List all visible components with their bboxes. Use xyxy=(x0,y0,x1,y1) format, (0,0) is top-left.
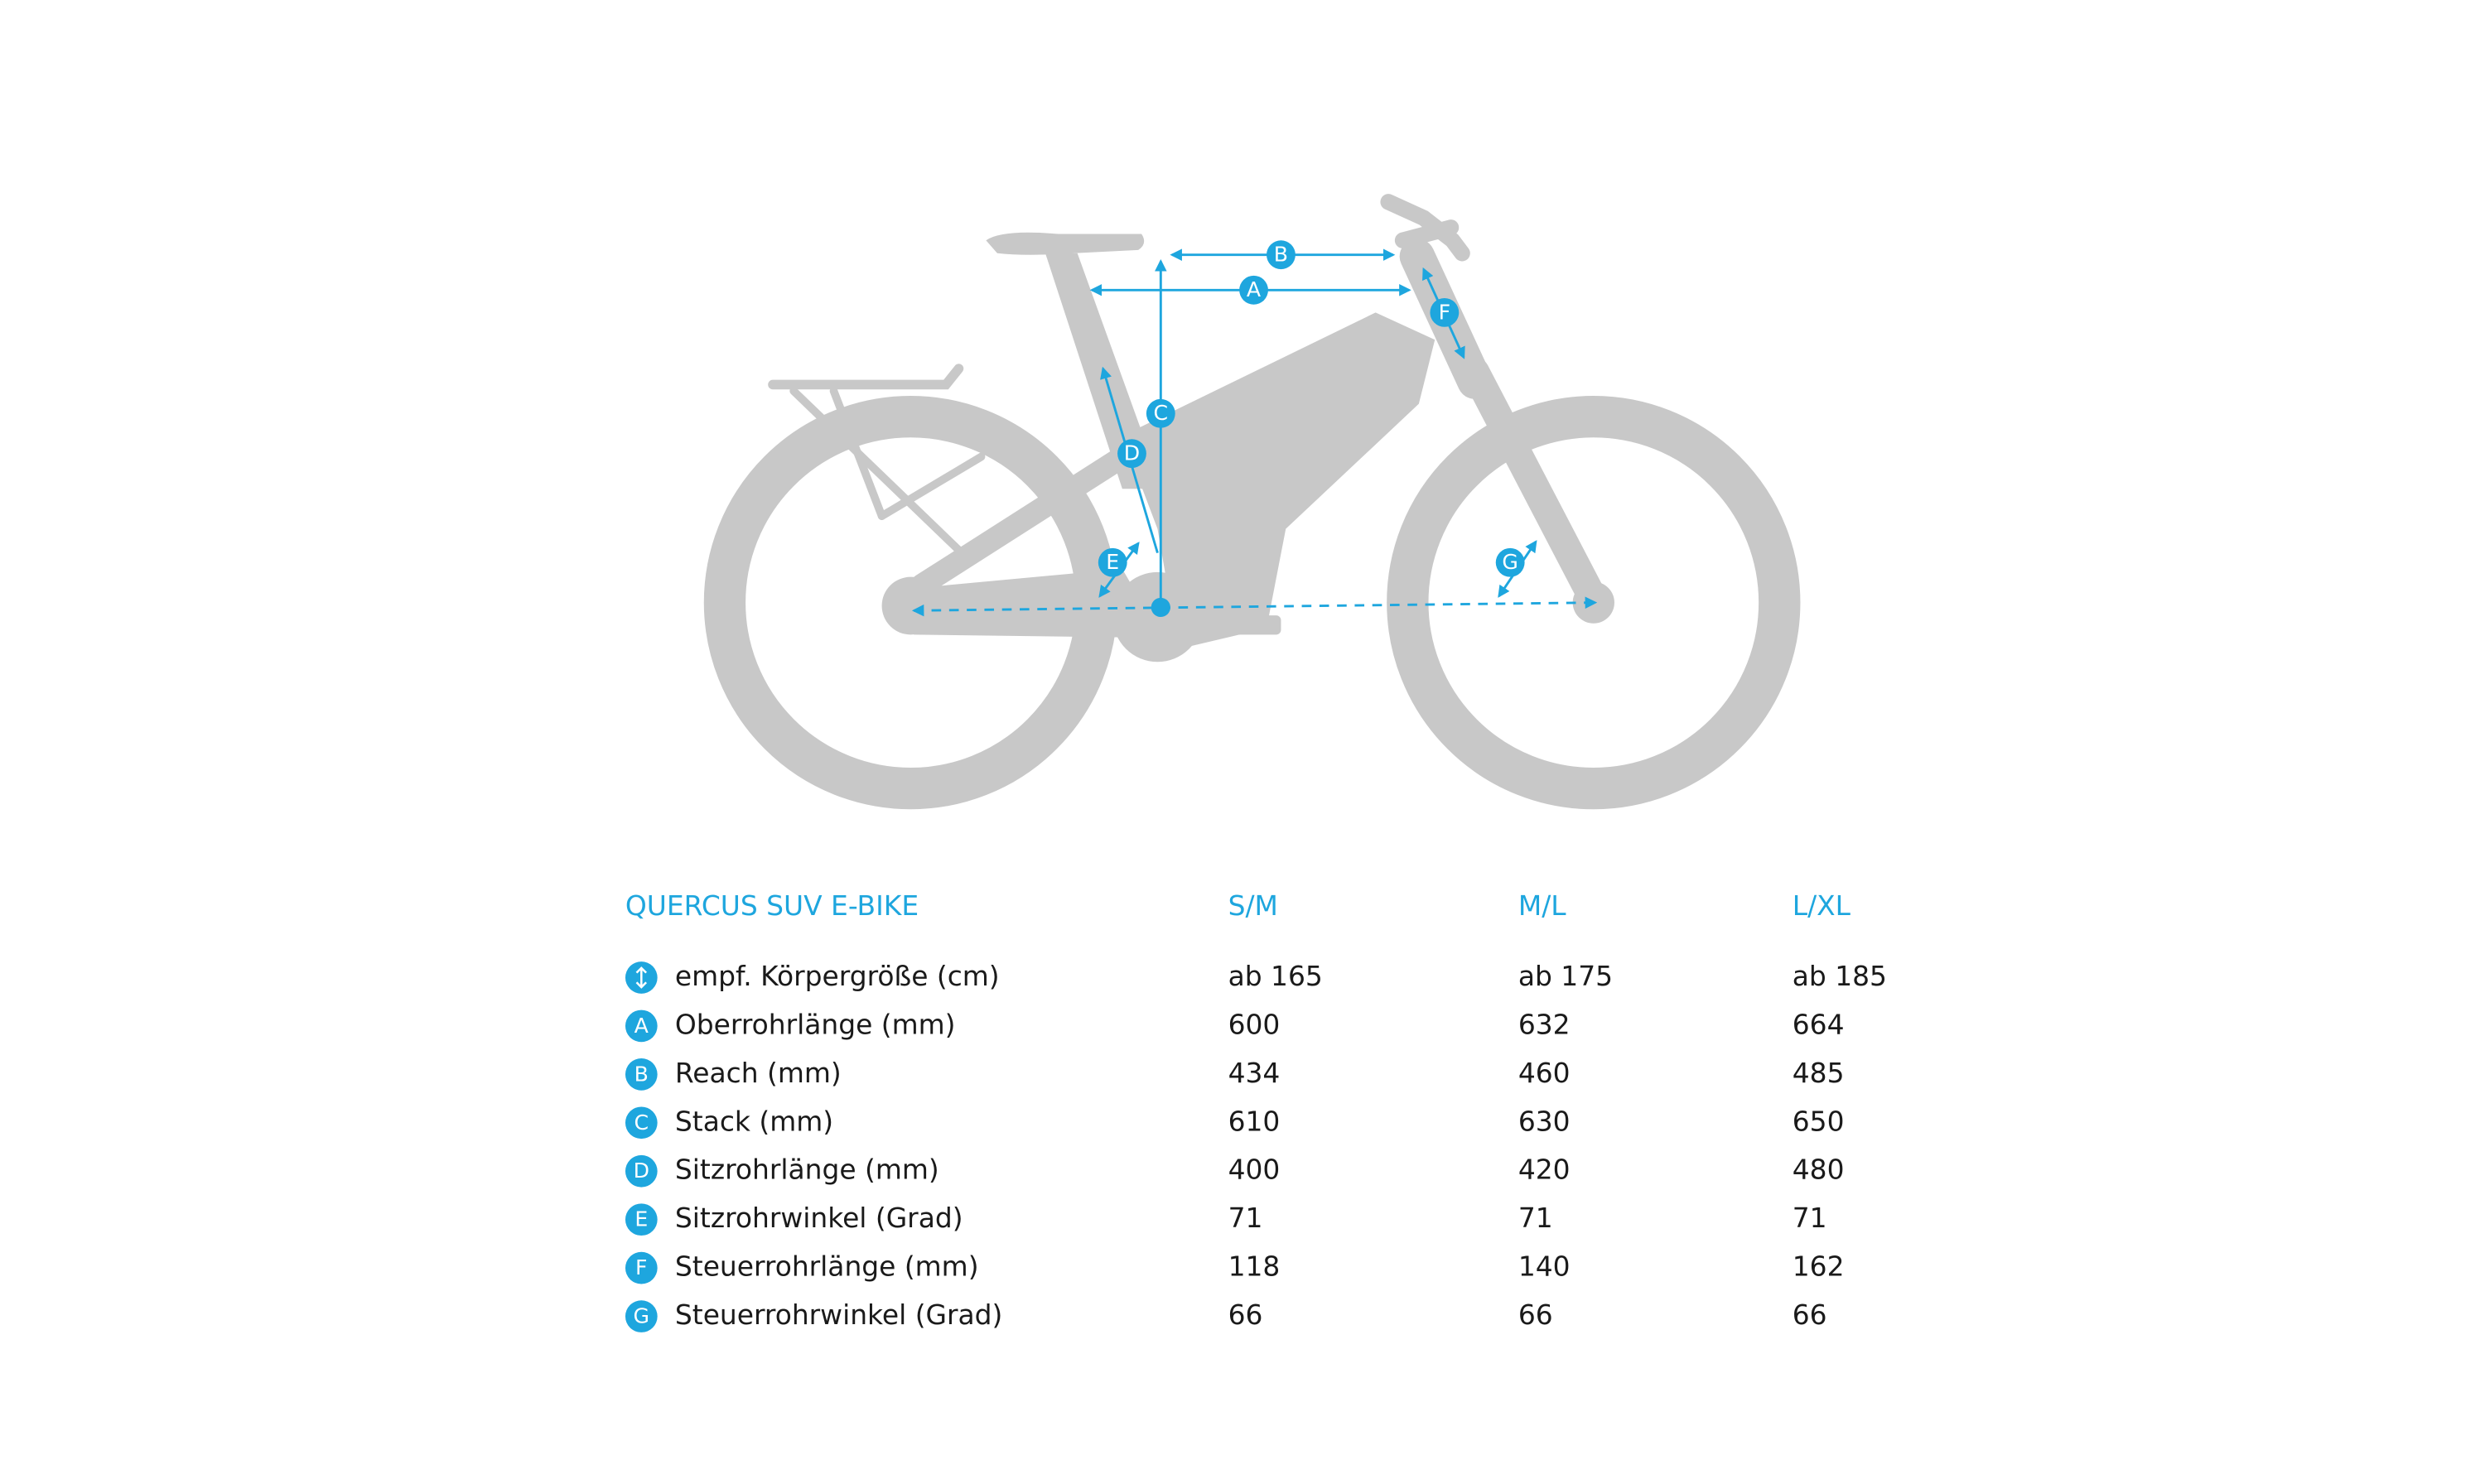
marker-circle xyxy=(625,1300,658,1332)
column-header: L/XL xyxy=(1793,889,1851,922)
row-label: Stack (mm) xyxy=(675,1105,833,1137)
marker-letter: G xyxy=(634,1304,649,1328)
cell-value: 71 xyxy=(1228,1202,1263,1234)
marker-circle xyxy=(1098,547,1127,577)
cell-value: 71 xyxy=(1518,1202,1553,1234)
marker-letter: C xyxy=(635,1111,649,1135)
cell-value: 420 xyxy=(1518,1154,1571,1186)
diagram-badges: AB CD E F G xyxy=(1098,240,1525,577)
marker-badge xyxy=(625,961,658,994)
cell-value: 71 xyxy=(1793,1202,1827,1234)
cell-value: 632 xyxy=(1518,1008,1571,1040)
row-label: Steuerrohrwinkel (Grad) xyxy=(675,1298,1002,1331)
marker-badge: C xyxy=(1146,398,1175,428)
marker-circle xyxy=(625,1106,658,1140)
marker-letter: D xyxy=(634,1159,649,1183)
cell-value: 66 xyxy=(1793,1298,1827,1331)
row-label: empf. Körpergröße (cm) xyxy=(675,960,1000,992)
marker-badge: G xyxy=(625,1300,658,1332)
cell-value: 664 xyxy=(1793,1008,1845,1040)
row-label: Sitzrohrlänge (mm) xyxy=(675,1154,939,1186)
marker-badge: A xyxy=(625,1009,658,1043)
cell-value: 162 xyxy=(1793,1250,1845,1283)
cell-value: 400 xyxy=(1228,1154,1281,1186)
row-label: Steuerrohrlänge (mm) xyxy=(675,1250,979,1283)
marker-circle xyxy=(1146,398,1175,428)
cell-value: 650 xyxy=(1793,1105,1845,1137)
marker-letter: A xyxy=(1247,277,1261,301)
row-label: Oberrohrlänge (mm) xyxy=(675,1008,956,1040)
column-header: M/L xyxy=(1518,889,1566,922)
cell-value: 118 xyxy=(1228,1250,1281,1283)
cell-value: 434 xyxy=(1228,1057,1281,1089)
marker-badge: B xyxy=(1267,240,1296,270)
marker-letter: F xyxy=(635,1255,647,1279)
marker-badge: D xyxy=(1117,439,1146,469)
marker-circle xyxy=(1239,275,1268,305)
cell-value: 600 xyxy=(1228,1008,1281,1040)
marker-circle xyxy=(1267,240,1296,270)
row-label: Reach (mm) xyxy=(675,1057,842,1089)
marker-circle xyxy=(1430,297,1460,327)
geometry-table: S/M M/L L/XL empf. Körpergröße (cm) ab 165 ab… xyxy=(625,889,1887,1332)
height-icon xyxy=(635,966,647,989)
marker-letter: A xyxy=(635,1014,649,1038)
marker-badge: F xyxy=(1430,297,1460,327)
marker-circle xyxy=(625,1154,658,1188)
marker-letter: D xyxy=(1124,441,1140,465)
marker-circle xyxy=(625,1058,658,1091)
marker-badge: F xyxy=(625,1251,658,1284)
cell-value: 480 xyxy=(1793,1154,1845,1186)
table-title: QUERCUS SUV E-BIKE xyxy=(625,889,919,922)
column-header: S/M xyxy=(1228,889,1278,922)
marker-badge: C xyxy=(625,1106,658,1140)
cell-value: 630 xyxy=(1518,1105,1571,1137)
marker-letter: G xyxy=(1502,550,1518,574)
marker-circle xyxy=(1117,439,1146,469)
marker-badge: G xyxy=(1495,547,1525,577)
marker-circle xyxy=(625,1251,658,1284)
marker-letter: C xyxy=(1154,401,1169,425)
marker-circle xyxy=(625,1203,658,1236)
marker-letter: E xyxy=(635,1207,648,1231)
cell-value: 66 xyxy=(1518,1298,1553,1331)
cell-value: ab 165 xyxy=(1228,960,1323,992)
marker-letter: F xyxy=(1439,300,1450,324)
cell-value: 610 xyxy=(1228,1105,1281,1137)
cell-value: ab 175 xyxy=(1518,960,1613,992)
cell-value: 485 xyxy=(1793,1057,1845,1089)
cell-value: ab 185 xyxy=(1793,960,1887,992)
marker-letter: B xyxy=(635,1062,649,1086)
marker-letter: B xyxy=(1274,243,1288,267)
marker-badge: B xyxy=(625,1058,658,1091)
marker-badge: E xyxy=(1098,547,1127,577)
row-label: Sitzrohrwinkel (Grad) xyxy=(675,1202,963,1234)
marker-letter: E xyxy=(1106,550,1119,574)
marker-badge: E xyxy=(625,1203,658,1236)
cell-value: 66 xyxy=(1228,1298,1263,1331)
cell-value: 460 xyxy=(1518,1057,1571,1089)
marker-circle xyxy=(625,1009,658,1043)
marker-circle xyxy=(1495,547,1525,577)
marker-badge: D xyxy=(625,1154,658,1188)
cell-value: 140 xyxy=(1518,1250,1571,1283)
marker-badge: A xyxy=(1239,275,1268,305)
